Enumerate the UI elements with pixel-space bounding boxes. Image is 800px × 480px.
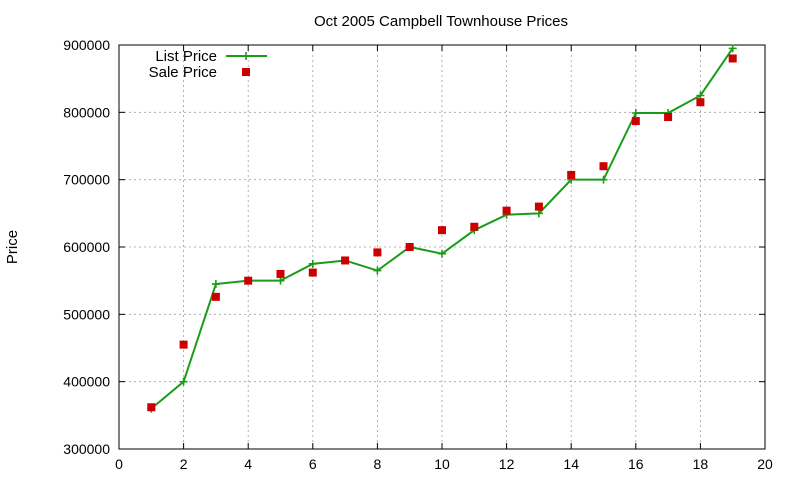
list-price-point [308,259,317,268]
sale-price-point [567,170,576,179]
sale-price-point [308,268,317,277]
sale-price-point [664,113,673,122]
x-tick-label: 18 [693,456,709,472]
x-tick-label: 6 [309,456,317,472]
x-tick-label: 12 [499,456,515,472]
x-tick-label: 4 [244,456,252,472]
chart-title: Oct 2005 Campbell Townhouse Prices [314,13,568,30]
sale-price-point [502,206,511,215]
legend-marker-sale-price [242,68,250,76]
sale-price-point [179,340,188,349]
list-price-point [599,175,608,184]
list-price-point [631,109,640,118]
sale-price-point [147,403,156,412]
axis-ticks: 0 2 4 6 8 10 12 14 16 18 20 300000 400000 500000 60000… [63,37,773,472]
sale-price-point [405,243,414,251]
list-price-point [534,209,543,218]
sale-price-point [276,269,285,278]
sale-price-point [438,226,446,235]
x-tick-label: 8 [374,456,382,472]
series [147,44,737,413]
sale-price-point [696,98,705,107]
sale-price-point [631,117,640,126]
sale-price-point [244,276,253,285]
y-tick-label: 300000 [63,441,110,457]
x-tick-label: 2 [180,456,188,472]
list-price-point [728,44,737,53]
sale-price-point [534,202,543,211]
y-tick-label: 600000 [63,239,110,255]
legend-label-sale-price: Sale Price [149,64,217,81]
y-tick-label: 700000 [63,172,110,188]
x-tick-label: 20 [757,456,773,472]
legend-label-list-price: List Price [155,48,217,65]
sale-price-point [211,292,220,301]
list-price-point [373,266,382,275]
list-price-point [438,249,446,258]
grid [119,45,765,449]
sale-price-point [373,248,382,257]
y-axis-label: Price [4,230,21,264]
sale-price-point [470,222,479,231]
y-tick-label: 900000 [63,37,110,53]
sale-price-point [341,256,350,265]
list-price-point [276,276,285,285]
list-price-point [179,377,188,386]
x-tick-label: 14 [563,456,579,472]
list-price-point [211,280,220,289]
y-tick-label: 800000 [63,104,110,120]
x-tick-label: 16 [628,456,644,472]
legend-marker-list-price [242,52,250,60]
x-tick-label: 0 [115,456,123,472]
y-tick-label: 400000 [63,374,110,390]
y-tick-label: 500000 [63,306,110,322]
sale-price-point [728,54,737,63]
x-tick-label: 10 [434,456,450,472]
list-price-point [696,91,705,100]
sale-price-point [599,162,608,171]
